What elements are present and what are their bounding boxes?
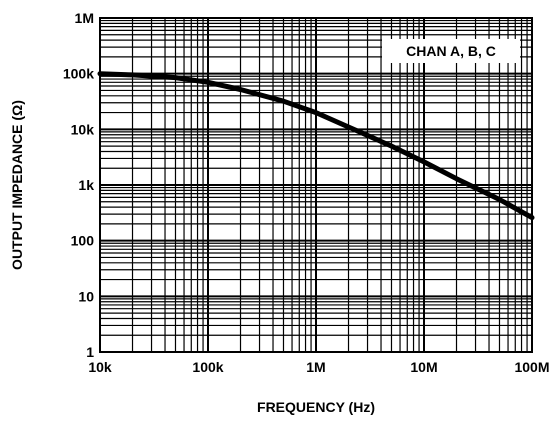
plot-frame: [99, 17, 533, 353]
x-tick-label: 100M: [514, 359, 549, 375]
y-tick-labels: 1 10 100 1k 10k 100k 1M: [63, 10, 94, 360]
x-tick-label: 10M: [410, 359, 437, 375]
y-tick-label: 100k: [63, 66, 94, 82]
x-tick-labels: 10k 100k 1M 10M 100M: [88, 359, 549, 375]
legend: CHAN A, B, C: [382, 39, 520, 63]
x-tick-label: 10k: [88, 359, 112, 375]
legend-box: [382, 39, 520, 63]
x-tick-label: 100k: [192, 359, 223, 375]
y-axis-title: OUTPUT IMPEDANCE (Ω): [9, 100, 25, 270]
y-tick-label: 1k: [78, 177, 94, 193]
y-tick-label: 10: [78, 288, 94, 304]
impedance-curve: [97, 71, 535, 221]
y-tick-label: 100: [71, 233, 95, 249]
y-tick-label: 1: [86, 344, 94, 360]
grid-lines: [99, 18, 532, 353]
x-axis-title: FREQUENCY (Hz): [257, 399, 375, 415]
y-tick-label: 10k: [71, 121, 95, 137]
y-tick-label: 1M: [75, 10, 94, 26]
legend-label: CHAN A, B, C: [406, 43, 496, 59]
x-tick-label: 1M: [306, 359, 325, 375]
